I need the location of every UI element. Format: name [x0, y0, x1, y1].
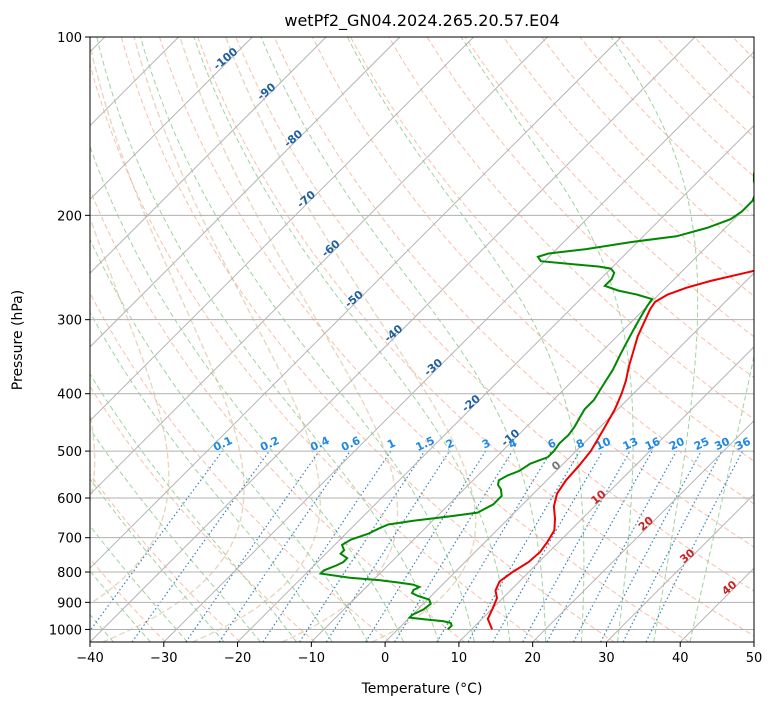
isotherm	[532, 419, 754, 642]
y-tick-label: 400	[57, 388, 82, 403]
mixing-ratio-line	[185, 450, 320, 642]
mixing-ratio-label: 30	[713, 435, 733, 453]
x-axis-label: Temperature (°C)	[361, 681, 483, 697]
isotherm	[384, 272, 754, 642]
dry-adiabat	[90, 188, 465, 642]
y-tick-label: 700	[57, 532, 82, 547]
isotherm	[90, 37, 253, 201]
dry-adiabat	[426, 37, 754, 379]
y-tick-label: 200	[57, 209, 82, 224]
x-tick-label: 50	[746, 651, 763, 666]
dry-adiabat	[235, 37, 754, 592]
dry-adiabat	[90, 473, 241, 642]
moist-adiabat	[610, 37, 699, 642]
x-tick-label: −10	[298, 651, 325, 666]
mixing-ratio-line	[131, 450, 270, 642]
dry-adiabat	[90, 557, 166, 642]
isotherm	[90, 37, 622, 569]
x-tick-label: 30	[598, 651, 615, 666]
x-tick-label: 40	[672, 651, 689, 666]
moist-adiabat	[90, 311, 333, 642]
y-tick-label: 900	[57, 596, 82, 611]
mixing-ratio-line	[645, 450, 744, 642]
mixing-ratio-line	[572, 450, 677, 642]
moist-adiabat	[90, 373, 297, 642]
isotherm	[606, 493, 754, 642]
isotherm	[90, 37, 401, 348]
isotherm	[163, 51, 754, 642]
y-tick-label: 800	[57, 566, 82, 581]
x-tick-label: 20	[524, 651, 541, 666]
moist-adiabat	[346, 37, 585, 642]
y-tick-label: 600	[57, 492, 82, 507]
dewpoint-profile	[318, 172, 754, 631]
moist-adiabat	[140, 37, 475, 642]
temperature-profile	[486, 269, 754, 630]
moist-adiabat	[90, 238, 369, 642]
mixing-ratio-label: 16	[643, 435, 663, 453]
isotherm	[310, 198, 754, 642]
mixing-ratio-line	[522, 450, 631, 642]
moist-adiabat	[193, 37, 511, 642]
x-tick-label: 0	[381, 651, 389, 666]
x-tick-label: −30	[150, 651, 177, 666]
mixing-ratio-label: 13	[621, 435, 640, 453]
isotherm	[458, 346, 754, 642]
moist-adiabat	[90, 477, 225, 642]
theta-e-curve	[90, 215, 170, 605]
mixing-ratio-line	[299, 450, 426, 642]
moist-adiabat	[90, 145, 404, 642]
dry-adiabat	[464, 37, 754, 338]
isotherm	[90, 37, 696, 642]
profile-series	[318, 172, 754, 631]
mixing-ratio-line	[394, 450, 513, 642]
y-tick-label: 1000	[49, 623, 82, 638]
plot-frame	[89, 36, 755, 643]
axis-ticks: −40 −30 −20 −10 0 10 20 30 40 50 100 200 300 400 500 60…	[49, 31, 762, 666]
mixing-ratio-line	[218, 450, 351, 642]
theta-e-curve	[90, 41, 245, 642]
isotherm	[90, 37, 548, 496]
y-axis-label: Pressure (hPa)	[10, 290, 26, 390]
theta-e-curve	[225, 37, 477, 642]
moist-adiabat	[96, 37, 440, 642]
thermo-background	[90, 37, 754, 642]
x-tick-label: 10	[451, 651, 468, 666]
dry-adiabat	[120, 37, 615, 642]
moist-adiabat	[90, 427, 261, 642]
y-tick-label: 100	[57, 31, 82, 46]
x-tick-label: −20	[224, 651, 251, 666]
mixing-ratio-line	[546, 450, 653, 642]
dry-adiabat	[90, 292, 391, 642]
isotherm	[90, 37, 475, 422]
mixing-ratio-line	[325, 450, 450, 642]
isotherm	[237, 124, 754, 642]
mixing-ratio-label: 20	[667, 435, 687, 453]
x-tick-label: −40	[76, 651, 103, 666]
dry-adiabat	[350, 37, 754, 462]
mixing-ratio-label: 25	[692, 435, 711, 453]
moist-adiabat	[689, 353, 754, 642]
dry-adiabat	[90, 62, 540, 642]
moist-adiabat	[260, 37, 547, 642]
dry-adiabat	[90, 385, 316, 642]
mixing-ratio-line	[90, 450, 223, 632]
mixing-ratio-label: 36	[733, 435, 753, 453]
chart-title: wetPf2_GN04.2024.265.20.57.E04	[284, 11, 559, 31]
isotherm	[90, 37, 327, 274]
theta-e-curve	[133, 37, 322, 642]
y-tick-label: 500	[57, 445, 82, 460]
grid-lines	[90, 37, 754, 642]
mixing-ratio-line	[262, 450, 392, 642]
y-tick-label: 300	[57, 314, 82, 329]
dry-adiabat	[159, 37, 690, 642]
dry-adiabat	[273, 37, 754, 548]
